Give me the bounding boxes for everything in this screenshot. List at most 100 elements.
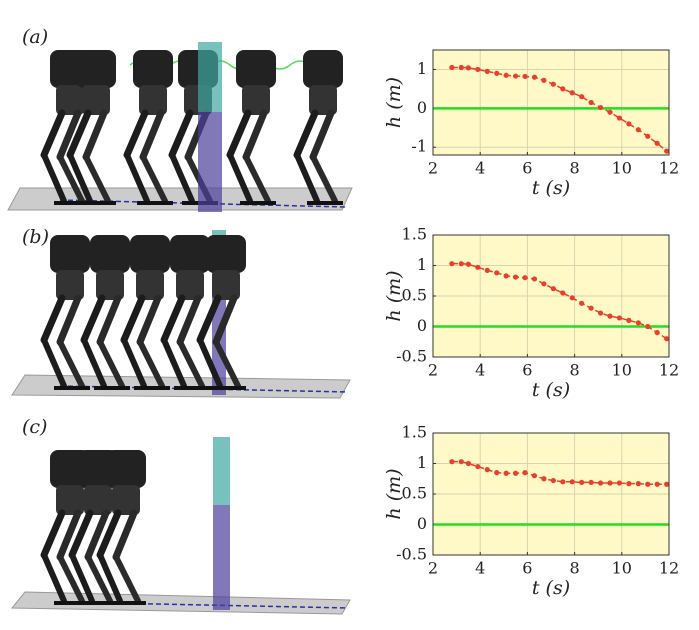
data-point xyxy=(503,72,509,78)
y-tick-label: -0.5 xyxy=(396,347,427,366)
x-tick-label: 4 xyxy=(475,559,485,578)
data-point xyxy=(494,70,500,76)
data-point xyxy=(550,81,556,87)
y-tick-label: 0 xyxy=(417,316,427,335)
data-point xyxy=(654,330,660,336)
x-tick-label: 4 xyxy=(475,361,485,380)
data-point xyxy=(654,481,660,487)
x-axis-label: t (s) xyxy=(532,177,570,199)
data-point xyxy=(550,477,556,484)
y-tick-label: 0 xyxy=(417,98,427,117)
data-point xyxy=(484,467,490,473)
data-point xyxy=(531,473,538,479)
data-point xyxy=(458,261,464,267)
x-tick-label: 10 xyxy=(612,159,632,178)
x-tick-label: 12 xyxy=(659,559,679,578)
data-point xyxy=(465,261,471,267)
x-tick-label: 10 xyxy=(612,361,632,380)
data-point xyxy=(458,64,464,71)
data-point xyxy=(664,481,670,487)
data-point xyxy=(541,77,547,83)
data-point xyxy=(475,66,481,73)
data-point xyxy=(449,459,455,465)
data-point xyxy=(579,94,585,100)
x-tick-label: 6 xyxy=(522,361,532,380)
data-point xyxy=(626,481,632,487)
data-point xyxy=(465,65,471,71)
data-point xyxy=(635,320,641,326)
data-point xyxy=(475,463,481,470)
data-point xyxy=(569,90,575,96)
y-axis-label: h (m) xyxy=(383,468,405,519)
y-tick-label: 0.5 xyxy=(402,484,427,503)
data-point xyxy=(597,310,604,316)
x-tick-label: 12 xyxy=(659,361,679,380)
data-point xyxy=(560,86,566,92)
scene-a xyxy=(7,42,353,212)
data-point xyxy=(645,481,651,487)
data-point xyxy=(626,317,632,323)
data-point xyxy=(560,479,566,485)
data-point xyxy=(607,109,613,115)
data-point xyxy=(458,459,464,465)
data-point xyxy=(607,480,613,486)
data-point xyxy=(616,115,623,121)
data-point xyxy=(513,73,519,79)
x-tick-label: 6 xyxy=(522,159,532,178)
data-point xyxy=(569,479,575,485)
x-axis-label: t (s) xyxy=(532,379,570,401)
data-point xyxy=(579,300,585,306)
data-point xyxy=(664,336,670,342)
y-tick-label: 1.5 xyxy=(402,225,427,244)
data-point xyxy=(494,270,500,276)
x-tick-label: 2 xyxy=(428,361,438,380)
data-point xyxy=(597,480,604,486)
y-tick-label: 1.5 xyxy=(402,423,427,442)
plot-frame xyxy=(432,49,670,156)
panel-label: (b) xyxy=(22,226,49,248)
data-point xyxy=(588,305,594,311)
y-tick-label: 1 xyxy=(417,59,427,78)
plot-frame xyxy=(432,432,670,556)
y-tick-label: 0 xyxy=(417,514,427,533)
x-tick-label: 12 xyxy=(659,159,679,178)
x-tick-label: 2 xyxy=(428,159,438,178)
data-point xyxy=(541,476,547,482)
plot-frame xyxy=(432,234,670,358)
data-point xyxy=(569,295,575,301)
data-point xyxy=(645,323,651,330)
data-point xyxy=(484,68,490,74)
data-point xyxy=(449,261,455,267)
data-point xyxy=(616,480,623,486)
x-tick-label: 2 xyxy=(428,559,438,578)
data-point xyxy=(449,64,455,71)
data-point xyxy=(550,286,556,292)
y-axis-label: h (m) xyxy=(383,270,405,321)
data-point xyxy=(513,470,519,476)
data-point xyxy=(531,74,538,80)
data-point xyxy=(503,470,509,476)
data-point xyxy=(588,479,594,486)
data-point xyxy=(654,140,660,146)
data-point xyxy=(531,276,538,282)
y-tick-label: -1 xyxy=(411,137,427,156)
data-point xyxy=(664,148,670,154)
panel-label: (a) xyxy=(22,26,48,48)
plot-area xyxy=(433,50,669,155)
y-tick-label: 1 xyxy=(417,255,427,274)
y-tick-label: -0.5 xyxy=(396,545,427,564)
data-point xyxy=(560,290,566,296)
data-point xyxy=(645,133,651,139)
data-point xyxy=(541,281,547,287)
x-tick-label: 4 xyxy=(475,159,485,178)
data-point xyxy=(513,274,519,280)
data-point xyxy=(484,267,490,273)
panel-label: (c) xyxy=(22,416,47,438)
y-axis-label: h (m) xyxy=(383,77,405,128)
x-tick-label: 8 xyxy=(570,361,580,380)
data-point xyxy=(522,73,528,80)
data-point xyxy=(597,104,604,111)
x-tick-label: 10 xyxy=(612,559,632,578)
y-tick-label: 1 xyxy=(417,453,427,472)
data-point xyxy=(503,273,509,279)
